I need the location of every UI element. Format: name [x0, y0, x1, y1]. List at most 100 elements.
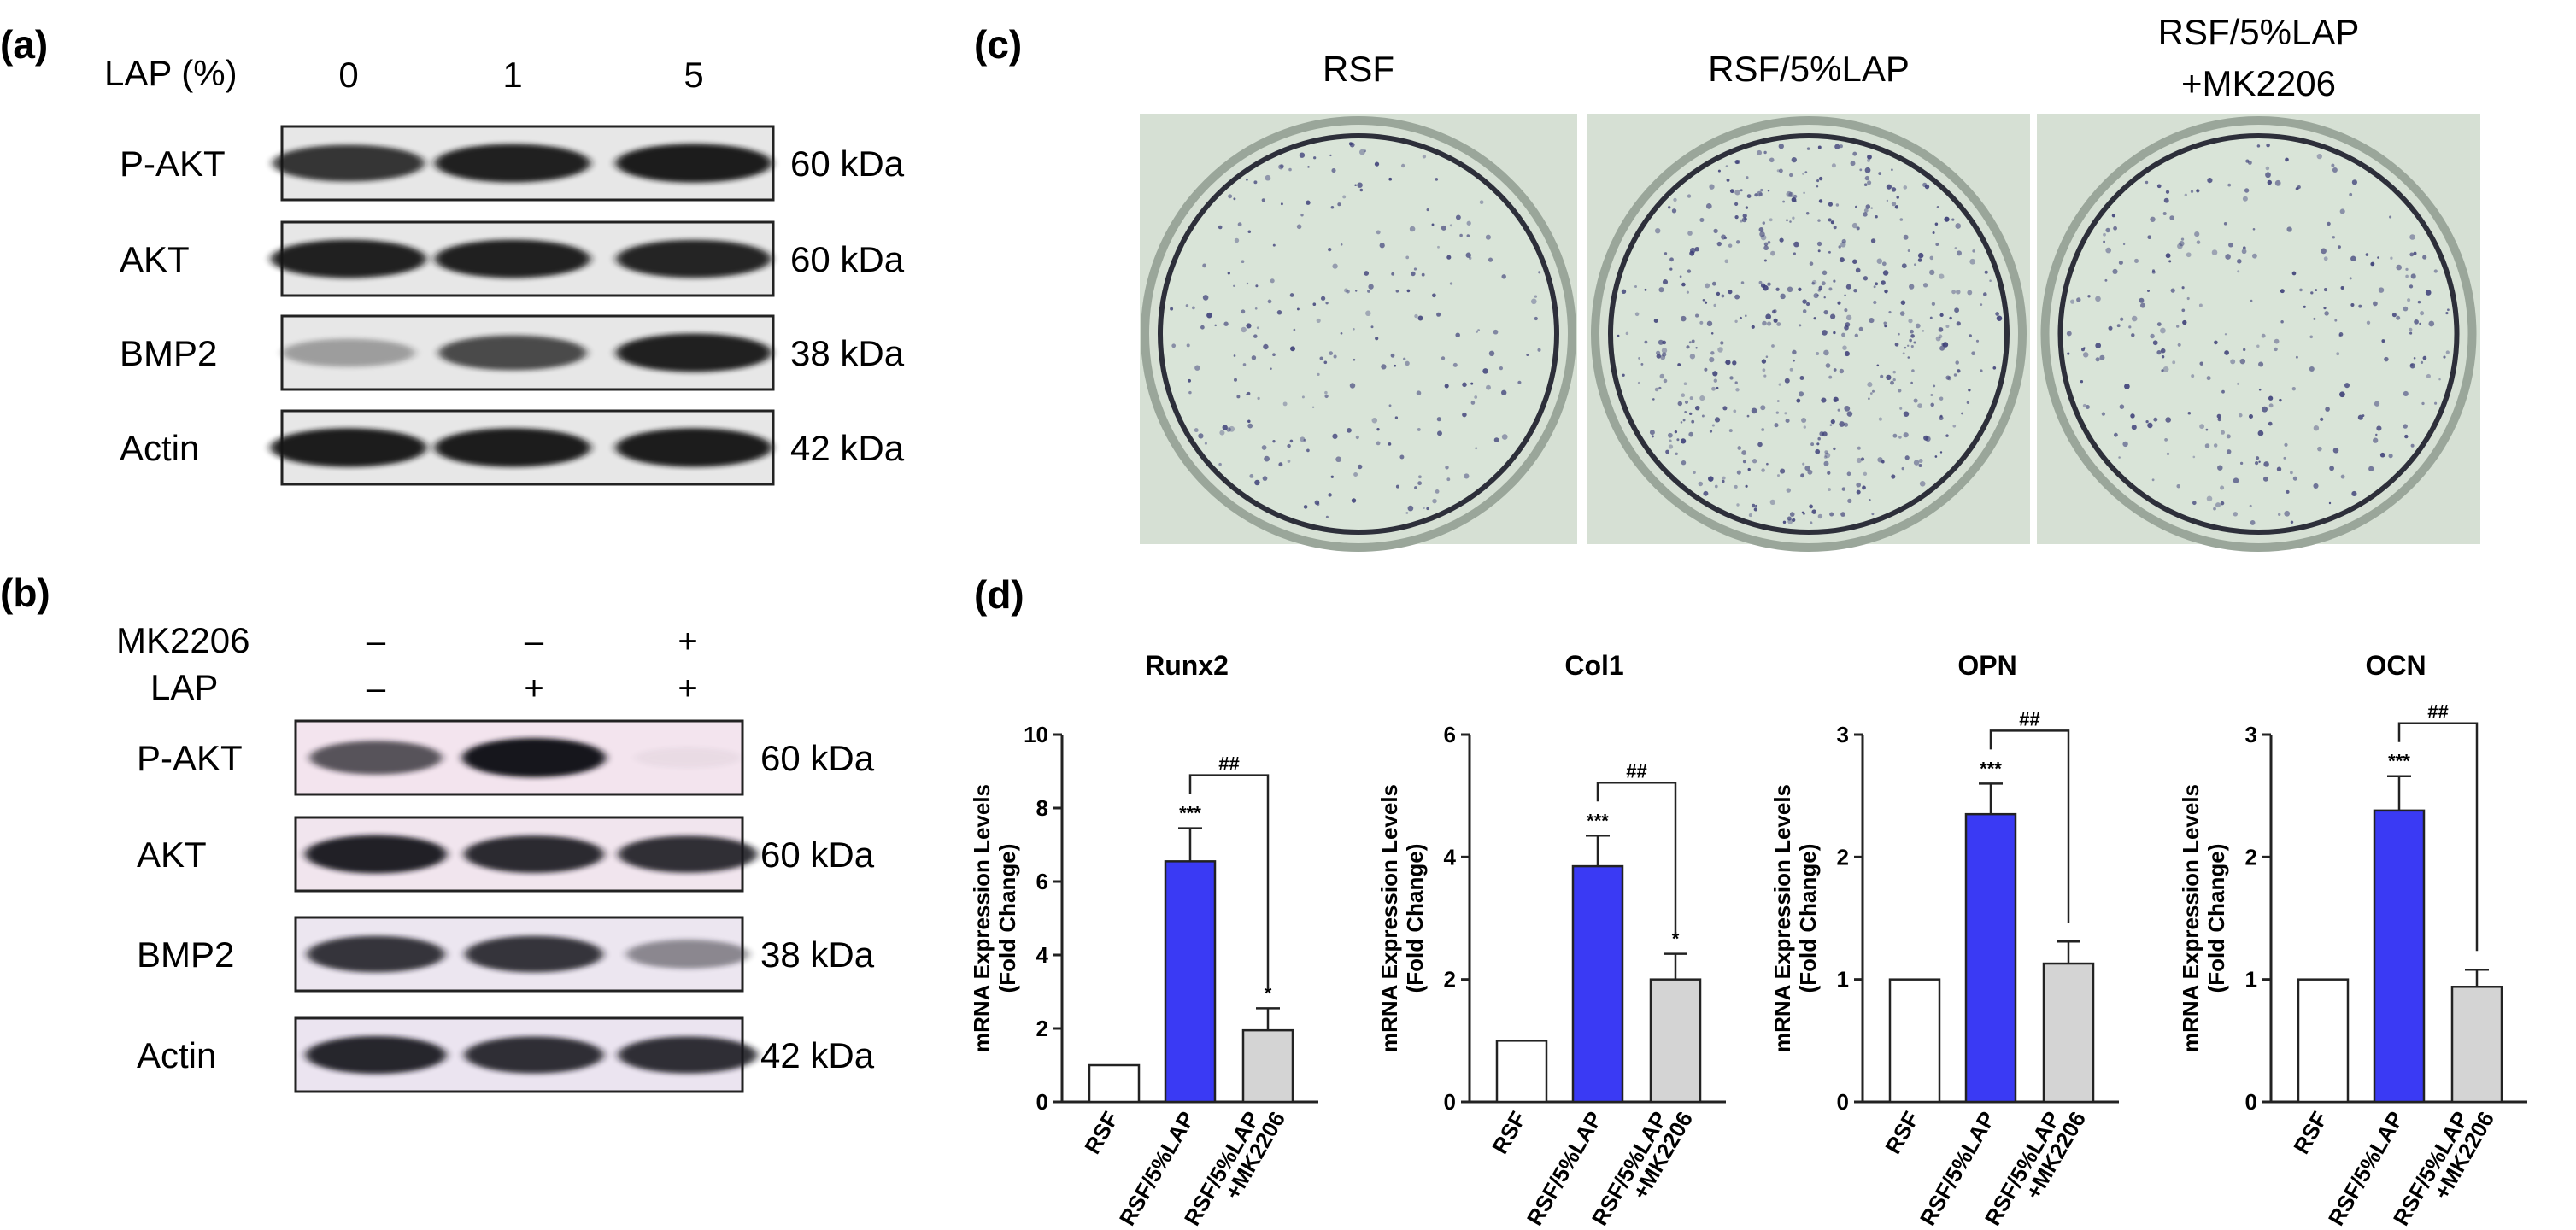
stain-dot: [1980, 303, 1983, 306]
stain-dot: [1704, 367, 1708, 372]
y-tick-label: 0: [1837, 1089, 1849, 1115]
stain-dot: [1722, 479, 1725, 483]
stain-dot: [1891, 201, 1897, 207]
stain-dot: [1872, 390, 1875, 393]
stain-dot: [1773, 318, 1778, 323]
stain-dot: [1794, 200, 1797, 202]
stain-dot: [1734, 319, 1738, 323]
stain-dot: [1892, 433, 1898, 438]
stain-dot: [2388, 454, 2393, 459]
chart-title: OCN: [2365, 650, 2426, 681]
stain-dot: [1288, 167, 1292, 172]
stain-dot: [1929, 255, 1934, 261]
stain-dot: [1493, 329, 1499, 335]
stain-dot: [1913, 341, 1916, 344]
stain-dot: [1724, 259, 1729, 264]
stain-dot: [1441, 356, 1446, 360]
stain-dot: [1734, 160, 1740, 165]
stain-dot: [1263, 343, 1269, 350]
stain-dot: [1880, 374, 1884, 378]
stain-dot: [1265, 174, 1271, 181]
stain-dot: [1816, 241, 1822, 247]
stain-dot: [1858, 326, 1863, 331]
stain-dot: [2426, 373, 2431, 378]
stain-dot: [1852, 259, 1857, 264]
significance-mark: *: [1672, 928, 1680, 950]
stain-dot: [1278, 462, 1283, 467]
blot-band: [435, 239, 590, 278]
stain-dot: [1625, 331, 1629, 336]
stain-dot: [1800, 473, 1805, 478]
stain-dot: [1708, 476, 1714, 482]
stain-dot: [1801, 511, 1804, 514]
stain-dot: [1661, 348, 1668, 354]
stain-dot: [1802, 173, 1804, 175]
stain-dot: [2196, 240, 2201, 244]
stain-dot: [1637, 381, 1640, 384]
stain-dot: [1354, 290, 1358, 292]
stain-dot: [1431, 223, 1435, 226]
stain-dot: [1455, 332, 1460, 337]
blot-band: [462, 738, 606, 777]
stain-dot: [1935, 336, 1941, 342]
stain-dot: [1669, 439, 1672, 443]
stain-dot: [2349, 277, 2352, 280]
stain-dot: [1839, 368, 1845, 374]
stain-dot: [1726, 178, 1730, 182]
stain-dot: [1810, 442, 1815, 447]
stain-dot: [1452, 362, 1458, 367]
panel-c-letter: (c): [974, 22, 1022, 67]
stain-dot: [1401, 163, 1405, 168]
stain-dot: [1658, 287, 1664, 293]
stain-dot: [1444, 384, 1449, 389]
stain-dot: [2420, 311, 2425, 316]
stain-dot: [1293, 328, 1296, 331]
stain-dot: [1762, 368, 1766, 372]
stain-dot: [1904, 346, 1907, 349]
stain-dot: [2095, 343, 2102, 348]
chart-ocn: OCN mRNA Expression Levels (Fold Change) 0 1…: [2178, 650, 2527, 1230]
stain-dot: [2351, 179, 2358, 185]
stain-dot: [1713, 303, 1716, 308]
stain-dot: [1617, 334, 1620, 337]
stain-dot: [1477, 329, 1481, 332]
stain-dot: [2256, 144, 2261, 148]
stain-dot: [1251, 355, 1257, 360]
stain-dot: [1188, 390, 1192, 395]
stain-dot: [1842, 345, 1847, 350]
stain-dot: [1751, 407, 1757, 414]
stain-dot: [2313, 425, 2320, 431]
stain-dot: [1325, 515, 1329, 518]
stain-dot: [1340, 243, 1343, 246]
y-tick-label: 6: [1444, 722, 1456, 747]
stain-dot: [1875, 282, 1879, 286]
stain-dot: [1956, 321, 1961, 326]
stain-dot: [1684, 400, 1689, 404]
stain-dot: [2161, 355, 2165, 359]
stain-dot: [1470, 382, 1474, 385]
stain-dot: [2239, 413, 2243, 418]
stain-dot: [1845, 322, 1851, 327]
stain-dot: [1709, 356, 1715, 363]
stain-dot: [1939, 345, 1945, 351]
bracket-label: ##: [2019, 708, 2039, 729]
stain-dot: [2080, 380, 2084, 384]
blot-band: [615, 144, 772, 183]
stain-dot: [2133, 258, 2139, 263]
bar-2: [1164, 860, 1217, 1104]
dose-label-0: 0: [338, 55, 358, 95]
stain-dot: [2160, 348, 2166, 354]
stain-dot: [1787, 518, 1793, 524]
stain-dot: [2113, 226, 2118, 231]
stain-dot: [2283, 456, 2286, 460]
stain-dot: [1323, 360, 1328, 365]
stain-dot: [1804, 171, 1808, 174]
stain-dot: [2147, 422, 2153, 429]
stain-dot: [1984, 270, 1988, 274]
stain-dot: [2128, 325, 2132, 329]
stain-dot: [1909, 338, 1912, 343]
stain-dot: [1823, 296, 1826, 299]
stain-dot: [1919, 480, 1926, 487]
blot-row-bmp2: BMP2 38 kDa: [137, 916, 875, 993]
stain-dot: [2168, 260, 2172, 263]
